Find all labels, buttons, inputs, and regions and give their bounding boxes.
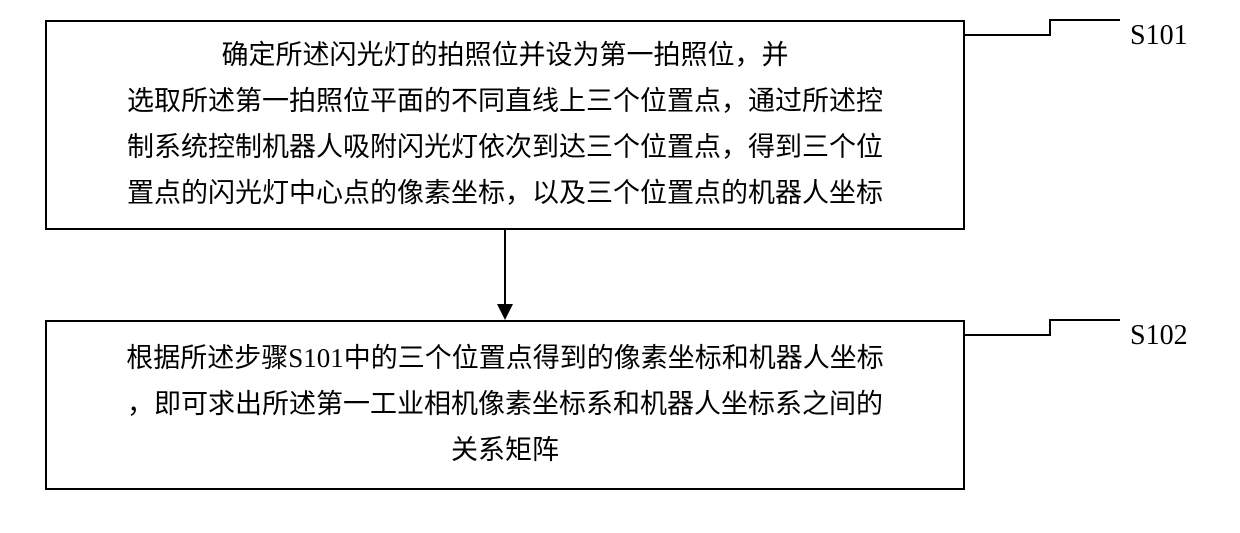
step-s101-box: 确定所述闪光灯的拍照位并设为第一拍照位，并 选取所述第一拍照位平面的不同直线上三… [45, 20, 965, 230]
step-s102-box: 根据所述步骤S101中的三个位置点得到的像素坐标和机器人坐标 ，即可求出所述第一… [45, 320, 965, 490]
flowchart-container: 确定所述闪光灯的拍照位并设为第一拍照位，并 选取所述第一拍照位平面的不同直线上三… [0, 0, 1240, 533]
step-s102-label: S102 [1130, 320, 1188, 352]
step-s102-text: 根据所述步骤S101中的三个位置点得到的像素坐标和机器人坐标 ，即可求出所述第一… [126, 336, 884, 474]
step-s101-label: S101 [1130, 20, 1188, 52]
step-s101-text: 确定所述闪光灯的拍照位并设为第一拍照位，并 选取所述第一拍照位平面的不同直线上三… [127, 33, 883, 217]
